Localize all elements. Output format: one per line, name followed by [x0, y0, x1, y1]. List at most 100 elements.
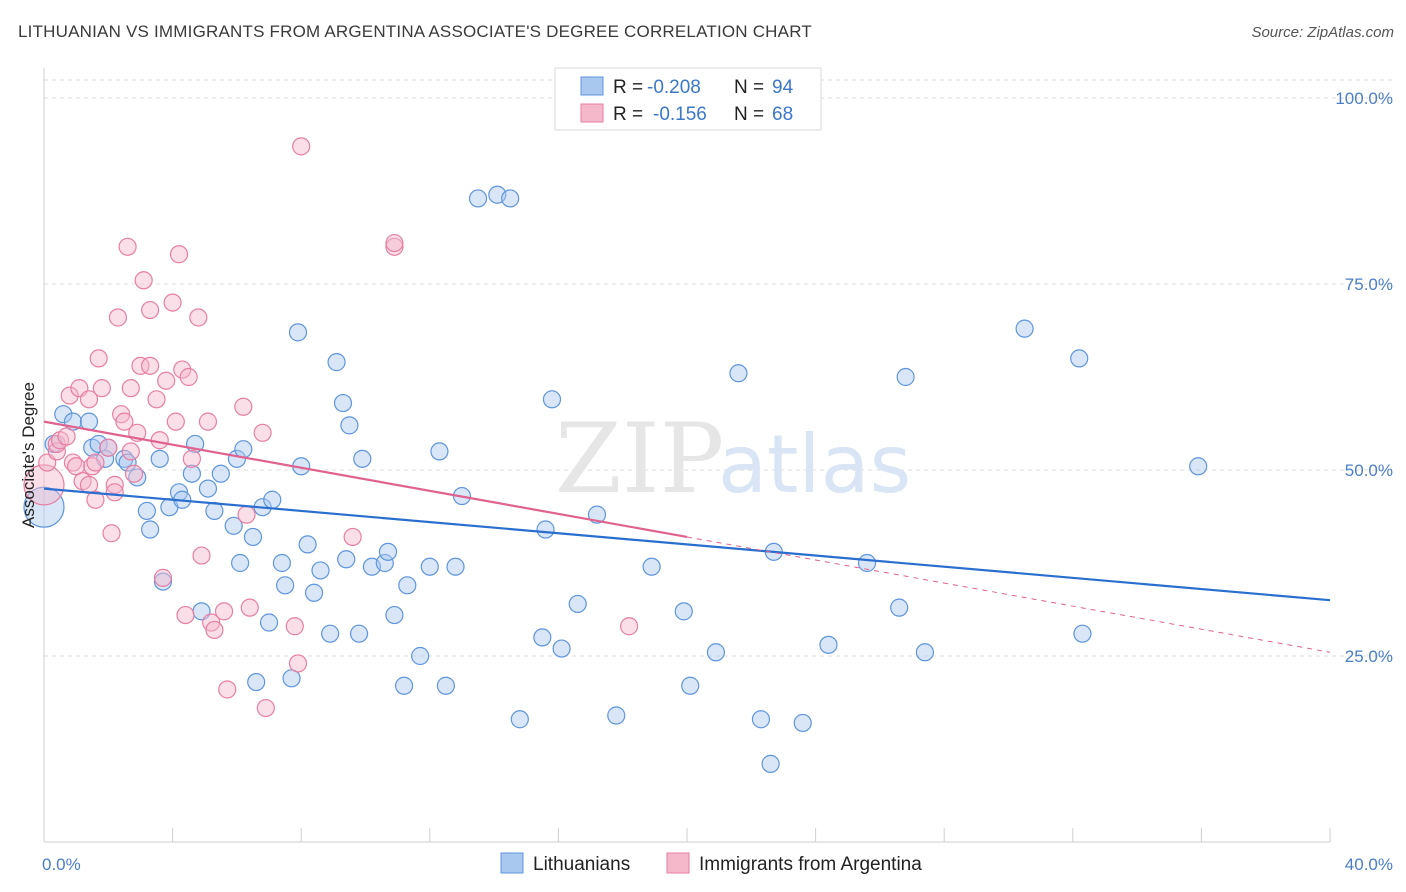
lithuanian-point-71: [607, 706, 626, 725]
lithuanian-point-88: [1073, 624, 1092, 643]
legend-top: R = -0.208 N = 94 R = -0.156 N = 68: [554, 67, 822, 131]
lithuanian-point-69: [568, 594, 587, 614]
argentina-point-18: [99, 438, 118, 457]
argentina-trend-line: [43, 420, 688, 539]
lithuanian-point-72: [642, 557, 661, 576]
legend-n-label-2: N =: [734, 104, 764, 125]
lithuanian-point-61: [468, 189, 488, 208]
argentina-point-47: [198, 412, 218, 431]
lithuanian-point-47: [349, 624, 369, 643]
bottom-legend-swatch-lithuanians: [500, 852, 524, 874]
argentina-point-60: [343, 527, 362, 547]
argentina-point-24: [115, 412, 134, 431]
lithuanian-point-32: [259, 613, 279, 632]
data-points: [23, 137, 1208, 773]
argentina-point-45: [189, 308, 208, 327]
lithuanian-point-55: [411, 646, 430, 666]
lithuanian-point-56: [420, 557, 439, 576]
argentina-point-55: [253, 423, 272, 442]
lithuanian-point-73: [674, 602, 693, 621]
argentina-trend-extension: [686, 536, 1331, 653]
lithuanian-point-34: [272, 553, 292, 573]
lithuanian-point-51: [378, 542, 398, 561]
lithuanian-point-70: [587, 505, 607, 524]
lithuanian-point-59: [430, 442, 449, 461]
lithuanian-point-30: [247, 672, 266, 692]
argentina-point-26: [121, 379, 140, 398]
lithuanian-point-64: [510, 710, 529, 729]
argentina-point-20: [105, 475, 124, 494]
lithuanian-point-80: [793, 713, 812, 733]
argentina-point-34: [147, 390, 166, 409]
lithuanian-point-40: [304, 583, 324, 602]
lithuanian-point-89: [1189, 457, 1208, 476]
argentina-point-58: [288, 654, 308, 673]
lithuanian-point-81: [819, 635, 838, 654]
argentina-point-31: [134, 271, 153, 290]
lithuanian-point-63: [501, 189, 520, 208]
lithuanian-point-66: [536, 520, 555, 539]
lithuanian-point-57: [436, 676, 455, 695]
lithuanian-point-76: [729, 364, 748, 383]
argentina-point-46: [192, 546, 211, 565]
argentina-point-2: [47, 442, 66, 461]
argentina-point-21: [105, 483, 124, 502]
lithuanian-point-87: [1070, 349, 1089, 368]
argentina-point-28: [124, 464, 144, 483]
argentina-point-49: [205, 620, 224, 640]
argentina-point-50: [214, 602, 234, 621]
lithuanian-point-75: [706, 643, 726, 662]
axes: 25.0% 50.0% 75.0% 100.0% 0.0% 40.0%: [42, 68, 1393, 874]
lithuanian-point-78: [761, 754, 780, 773]
watermark-zip: ZIP: [555, 403, 724, 515]
argentina-point-63: [620, 617, 639, 636]
lithuanian-trend-line: [43, 487, 1331, 602]
argentina-point-41: [173, 360, 192, 379]
argentina-point-27: [121, 442, 140, 461]
argentina-point-36: [153, 568, 173, 587]
argentina-point-52: [234, 397, 253, 416]
argentina-point-15: [86, 453, 105, 472]
lithuanian-point-41: [311, 561, 330, 580]
argentina-point-16: [89, 349, 108, 368]
argentina-point-37: [157, 371, 176, 390]
x-tick-label-1: 40.0%: [1345, 855, 1393, 874]
lithuanian-point-28: [234, 440, 253, 459]
legend-n-value-1: 94: [772, 77, 794, 98]
lithuanian-point-2: [54, 405, 73, 424]
argentina-point-32: [140, 356, 160, 375]
legend-bottom: Lithuanians Immigrants from Argentina: [500, 852, 922, 875]
argentina-point-62: [385, 233, 404, 253]
lithuanian-point-48: [353, 449, 372, 468]
lithuanian-point-65: [533, 628, 552, 647]
lithuanian-point-84: [896, 367, 915, 387]
bottom-legend-swatch-argentina: [666, 852, 690, 874]
lithuanian-point-53: [394, 676, 414, 695]
argentina-point-5: [57, 427, 76, 446]
lithuanian-point-83: [890, 598, 909, 617]
argentina-point-33: [140, 300, 160, 320]
lithuanian-point-14: [150, 449, 169, 468]
lithuanian-point-50: [375, 553, 394, 573]
trend-lines: [43, 420, 1331, 653]
argentina-point-39: [166, 412, 185, 431]
lithuanian-point-19: [182, 464, 201, 483]
lithuanian-point-58: [446, 557, 465, 576]
argentina-point-42: [176, 605, 195, 625]
lithuanian-point-35: [276, 576, 295, 595]
legend-n-label-1: N =: [734, 77, 764, 98]
argentina-point-0: [23, 464, 65, 506]
argentina-point-30: [131, 356, 150, 375]
lithuanian-point-29: [243, 527, 263, 547]
argentina-point-53: [237, 505, 256, 524]
lithuanian-point-44: [333, 393, 353, 413]
bottom-legend-label-argentina: Immigrants from Argentina: [699, 854, 922, 875]
argentina-point-22: [108, 308, 128, 327]
lithuanian-point-10: [118, 453, 137, 472]
legend-swatch-argentina: [580, 103, 604, 123]
lithuanian-point-25: [224, 516, 243, 535]
legend-r-value-2: -0.156: [653, 104, 707, 125]
lithuanian-point-42: [321, 624, 340, 643]
argentina-point-54: [240, 598, 259, 617]
